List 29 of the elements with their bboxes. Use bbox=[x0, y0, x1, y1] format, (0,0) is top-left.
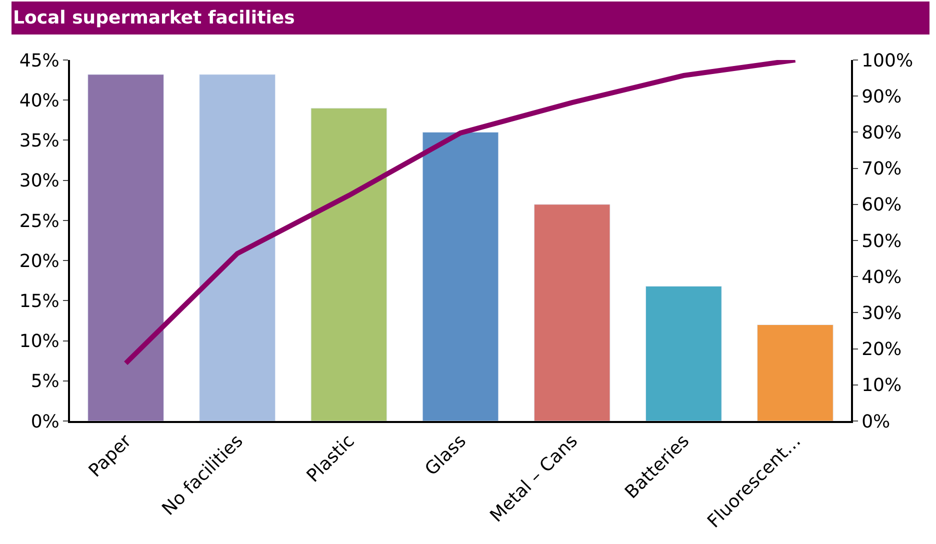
bar bbox=[757, 324, 834, 421]
y-tick-label: 0% bbox=[30, 411, 60, 432]
y-tick-label: 45% bbox=[19, 50, 60, 72]
bar bbox=[422, 132, 499, 421]
y-tick-label: 30% bbox=[19, 170, 60, 192]
y2-tick-label: 70% bbox=[862, 158, 902, 180]
y-tick-label: 35% bbox=[19, 130, 60, 152]
y2-tick-label: 10% bbox=[862, 375, 902, 396]
y-tick-label: 5% bbox=[30, 371, 60, 392]
y2-tick-label: 60% bbox=[862, 194, 902, 216]
y-tick-label: 40% bbox=[19, 90, 60, 112]
bar bbox=[199, 74, 276, 421]
bar bbox=[310, 108, 388, 421]
bar bbox=[645, 286, 722, 421]
chart-title: Local supermarket facilities bbox=[13, 8, 295, 28]
y-tick-label: 25% bbox=[19, 210, 60, 232]
y-tick-label: 15% bbox=[19, 290, 60, 312]
y2-tick-label: 0% bbox=[862, 411, 890, 432]
y2-tick-label: 100% bbox=[862, 50, 914, 72]
y-tick-label: 10% bbox=[19, 331, 60, 352]
y2-tick-label: 50% bbox=[862, 230, 902, 252]
y2-tick-label: 30% bbox=[862, 303, 902, 324]
y2-tick-label: 40% bbox=[862, 266, 902, 288]
y2-tick-label: 20% bbox=[862, 339, 902, 360]
y2-tick-label: 90% bbox=[862, 86, 902, 108]
bar bbox=[534, 204, 610, 421]
bar bbox=[88, 74, 164, 421]
y-tick-label: 20% bbox=[19, 250, 60, 272]
y2-tick-label: 80% bbox=[862, 122, 902, 144]
